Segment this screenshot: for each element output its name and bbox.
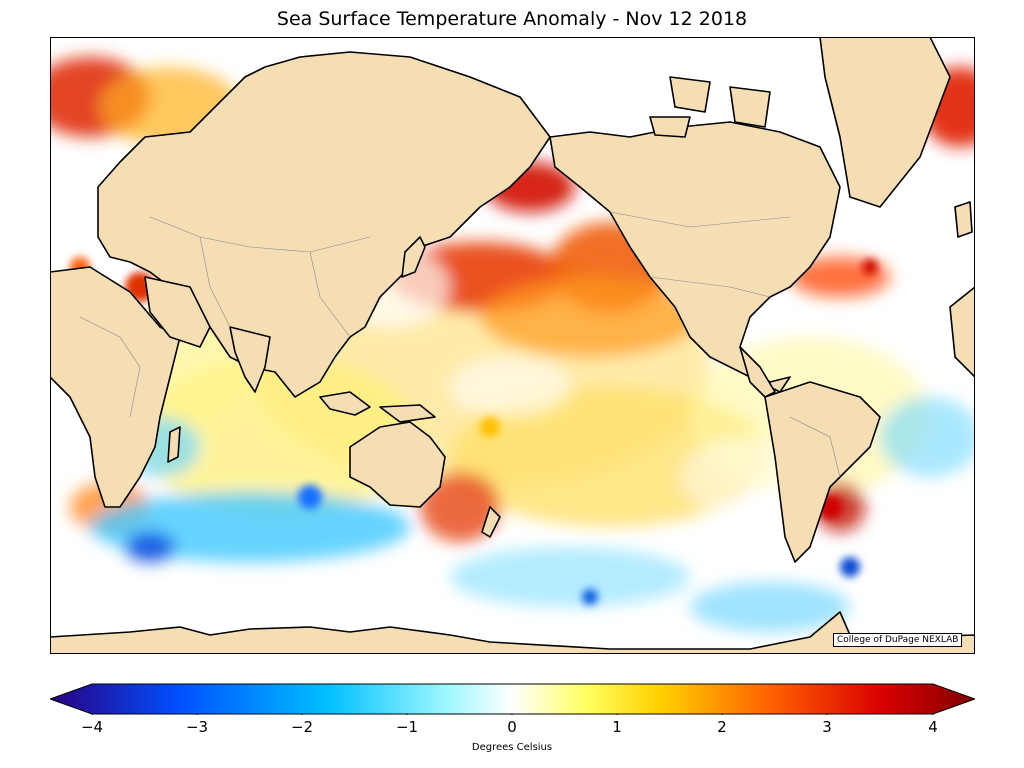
colorbar-tick-label: 4	[928, 718, 938, 736]
colorbar-tick-label: −4	[80, 718, 104, 736]
colorbar-tick-label: −3	[185, 718, 209, 736]
britain-landmass	[954, 201, 973, 238]
colorbar	[50, 683, 975, 715]
new-zealand-landmass	[481, 506, 501, 538]
sst-map	[50, 37, 975, 654]
country-borders	[79, 211, 841, 478]
arabia-landmass	[144, 276, 211, 348]
chart-title: Sea Surface Temperature Anomaly - Nov 12…	[276, 8, 748, 30]
australia-landmass	[349, 421, 446, 508]
madagascar-landmass	[167, 426, 181, 463]
colorbar-tick-label: 2	[717, 718, 727, 736]
colorbar-tick-label: −1	[395, 718, 419, 736]
land	[50, 37, 975, 654]
arctic-islands	[649, 76, 771, 138]
india-landmass	[229, 326, 271, 393]
indonesia-islands	[319, 391, 436, 423]
credit-label: College of DuPage NEXLAB	[833, 633, 963, 647]
colorbar-body	[50, 683, 975, 715]
colorbar-ticks	[91, 714, 934, 715]
africa-landmass	[50, 266, 181, 508]
colorbar-tick-label: 1	[612, 718, 622, 736]
colorbar-tick-label: 3	[822, 718, 832, 736]
colorbar-units-label: Degrees Celsius	[471, 742, 553, 753]
colorbar-tick-label: −2	[290, 718, 314, 736]
sst-map-svg	[50, 37, 975, 654]
africa-east-wrap	[949, 286, 975, 378]
greenland-landmass	[819, 37, 951, 208]
colorbar-tick-label: 0	[507, 718, 517, 736]
japan-landmass	[401, 236, 426, 278]
south-america-landmass	[764, 381, 881, 563]
